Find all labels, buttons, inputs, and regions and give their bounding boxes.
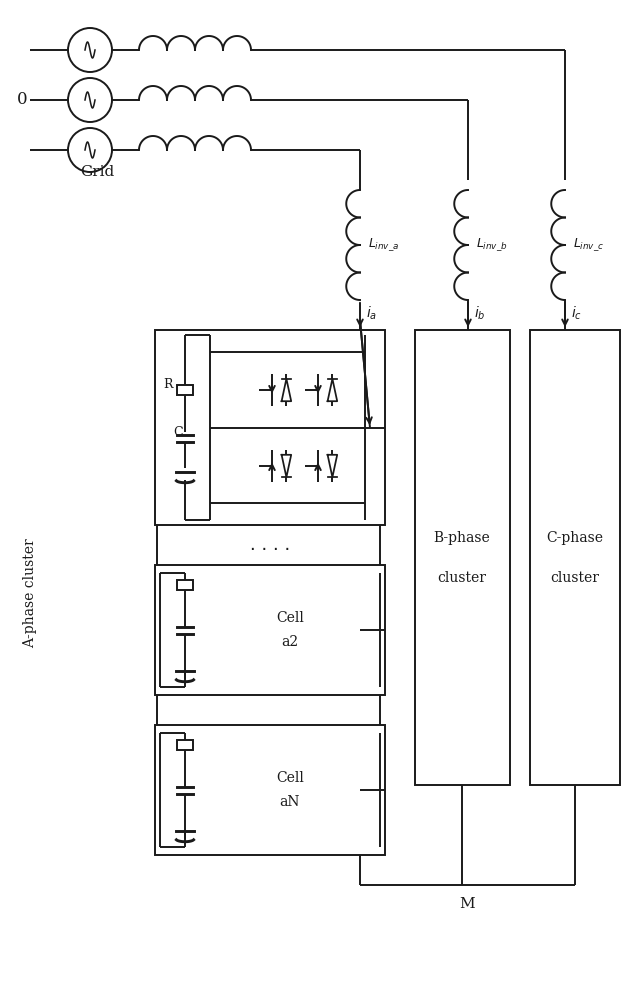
Text: cluster: cluster: [437, 571, 487, 585]
Text: . . . .: . . . .: [250, 536, 290, 554]
Text: Cell: Cell: [276, 611, 304, 625]
Text: C-phase: C-phase: [547, 531, 604, 545]
Bar: [177, 580, 193, 590]
Text: aN: aN: [280, 795, 300, 809]
Text: B-phase: B-phase: [434, 531, 490, 545]
Text: $i_c$: $i_c$: [571, 305, 582, 322]
Text: $L_{inv\_a}$: $L_{inv\_a}$: [368, 237, 399, 253]
Bar: [415, 330, 510, 785]
Text: cluster: cluster: [550, 571, 600, 585]
Text: M: M: [459, 897, 475, 911]
Bar: [155, 330, 385, 525]
Text: $L_{inv\_c}$: $L_{inv\_c}$: [573, 237, 604, 253]
Bar: [155, 565, 385, 695]
Text: R: R: [164, 378, 173, 391]
Bar: [155, 725, 385, 855]
Text: $i_a$: $i_a$: [366, 305, 377, 322]
Text: C: C: [173, 426, 183, 440]
Bar: [530, 330, 620, 785]
Text: Cell: Cell: [276, 771, 304, 785]
Text: $L_{inv\_b}$: $L_{inv\_b}$: [476, 237, 507, 253]
Text: a2: a2: [281, 635, 298, 649]
Bar: [177, 385, 193, 395]
Bar: [177, 740, 193, 750]
Text: Grid: Grid: [80, 165, 114, 179]
Text: $i_b$: $i_b$: [474, 305, 485, 322]
Text: 0: 0: [17, 92, 28, 108]
Text: A-phase cluster: A-phase cluster: [23, 538, 37, 648]
